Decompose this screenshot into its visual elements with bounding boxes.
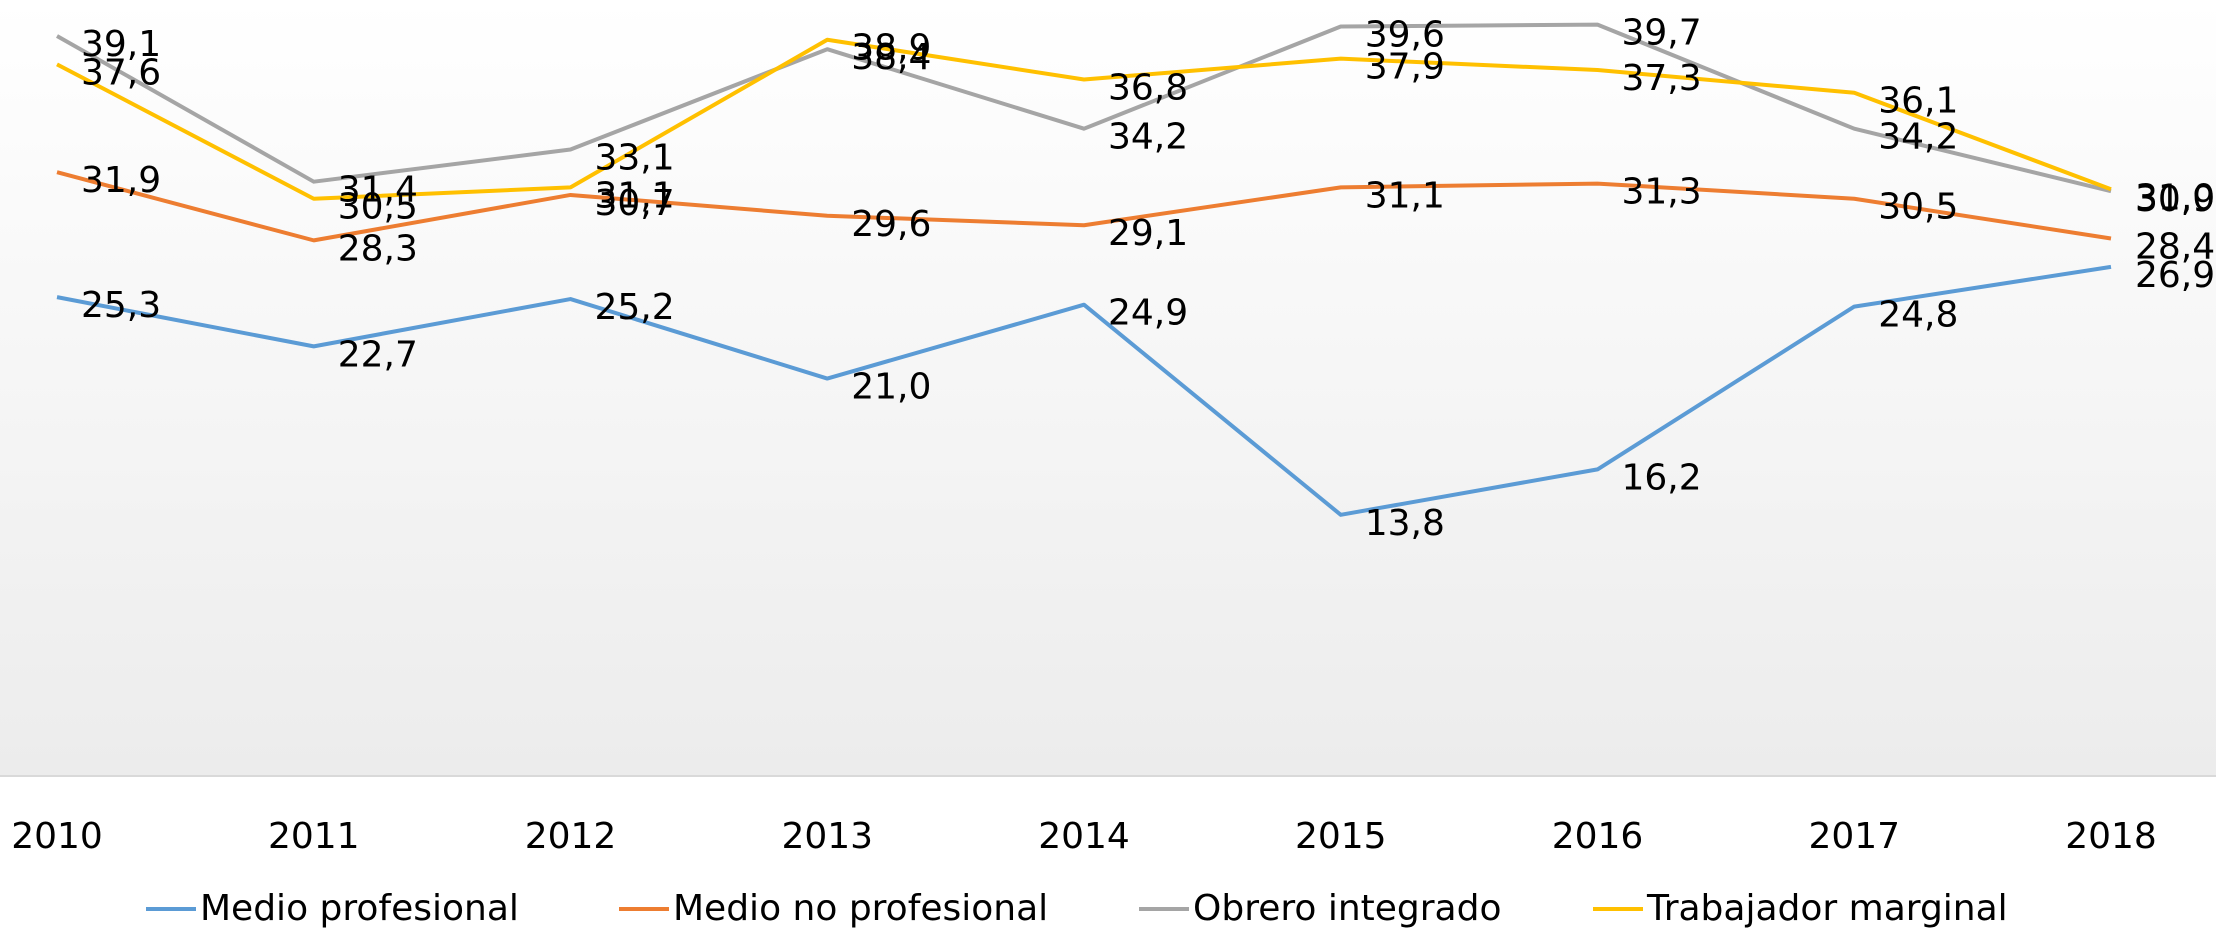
data-label: 37,6 [81,52,161,93]
x-tick-label: 2015 [1295,816,1387,857]
data-label: 36,1 [1878,81,1958,122]
x-tick-label: 2017 [1808,816,1900,857]
data-label: 16,2 [1622,457,1702,498]
data-label: 34,2 [1108,117,1188,158]
x-tick-label: 2011 [268,816,360,857]
data-label: 38,9 [851,28,931,69]
series-line [56,22,2112,194]
data-label: 37,9 [1365,47,1445,88]
data-label: 25,3 [81,285,161,326]
legend-label: Medio no profesional [673,888,1048,929]
series-line [56,264,2112,517]
data-label: 22,7 [338,334,418,375]
x-tick-label: 2014 [1038,816,1130,857]
data-label: 26,9 [2135,255,2215,296]
data-label: 29,1 [1108,213,1188,254]
data-label: 31,4 [338,170,418,211]
data-label: 30,5 [1878,187,1958,228]
legend-label: Medio profesional [200,888,519,929]
data-label: 31,1 [595,175,675,216]
data-label: 30,9 [2135,179,2215,220]
data-label: 25,2 [595,287,675,328]
legend-label: Trabajador marginal [1646,888,2008,929]
x-tick-label: 2016 [1552,816,1644,857]
data-label: 13,8 [1365,503,1445,544]
data-label: 21,0 [851,367,931,408]
data-label: 28,3 [338,228,418,269]
data-label: 33,1 [595,138,675,179]
data-label: 31,0 [2135,177,2215,218]
data-label: 24,8 [1878,295,1958,336]
data-label: 39,1 [81,24,161,65]
x-tick-label: 2010 [11,816,103,857]
data-label: 30,7 [595,183,675,224]
data-label: 29,6 [851,204,931,245]
data-label: 30,5 [338,187,418,228]
data-label: 39,7 [1622,13,1702,54]
legend-label: Obrero integrado [1193,888,1502,929]
data-label: 38,4 [851,37,931,78]
data-label: 37,3 [1622,58,1702,99]
data-label: 39,6 [1365,14,1445,55]
x-tick-label: 2013 [781,816,873,857]
series-line [56,37,2112,201]
series-line [56,170,2112,243]
data-label: 31,3 [1622,172,1702,213]
data-label: 24,9 [1108,293,1188,334]
plot-background [0,0,2216,776]
data-label: 34,2 [1878,117,1958,158]
x-tick-label: 2012 [525,816,617,857]
data-label: 28,4 [2135,226,2215,267]
data-label: 31,1 [1365,175,1445,216]
data-label: 36,8 [1108,67,1188,108]
x-tick-label: 2018 [2065,816,2157,857]
data-label: 31,9 [81,160,161,201]
